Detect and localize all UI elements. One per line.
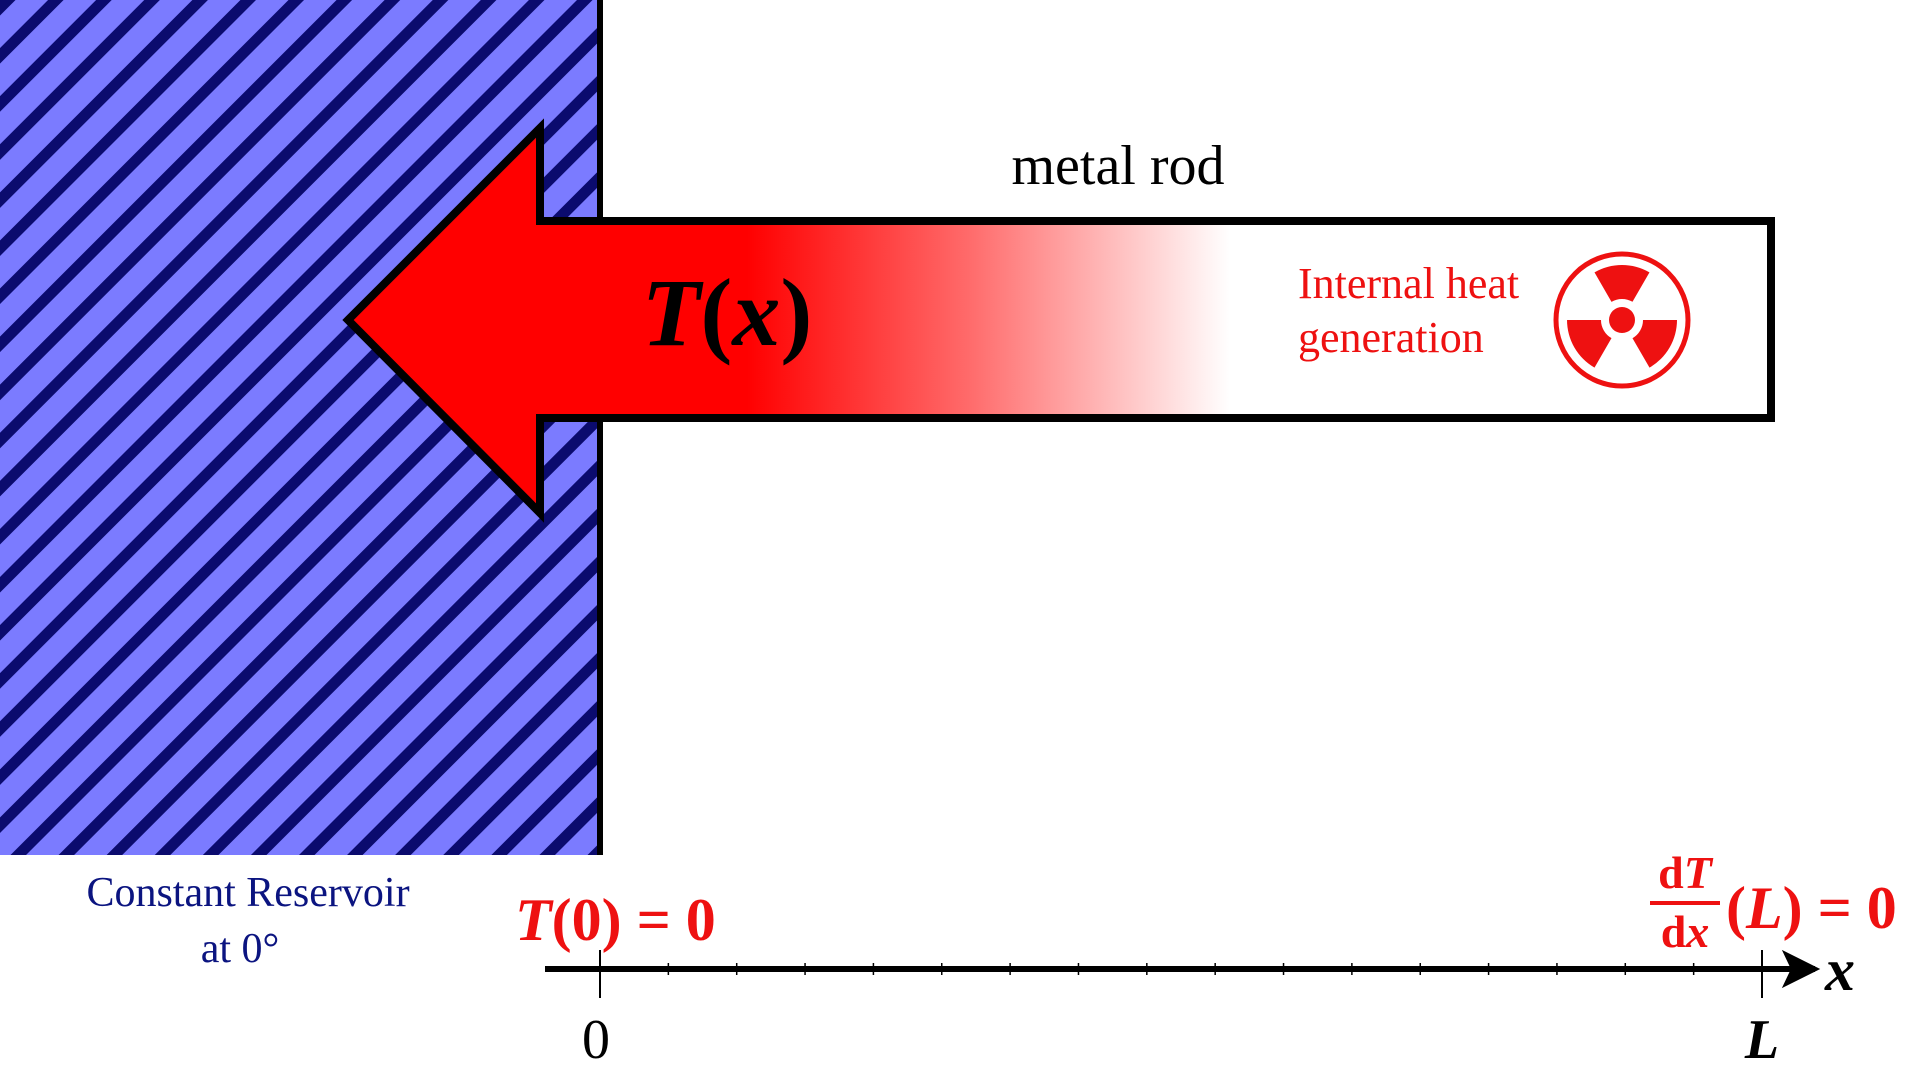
temperature-label-x: x <box>730 259 780 366</box>
heat-source-line1: Internal heat <box>1298 259 1519 308</box>
radiation-icon <box>1553 251 1691 389</box>
boundary-right-rest: (L) = 0 <box>1726 875 1897 941</box>
boundary-right-den-d: d <box>1661 906 1687 957</box>
x-axis-variable: x <box>1824 937 1855 1003</box>
metal-rod-arrow <box>342 118 1775 523</box>
tick-label-L: L <box>1744 1009 1779 1071</box>
boundary-left-T: T <box>515 887 554 953</box>
boundary-right-denominator: dx <box>1661 906 1710 957</box>
boundary-right-open: ( <box>1726 875 1746 941</box>
x-axis: x 0 L <box>545 937 1855 1071</box>
temperature-label-close: ) <box>780 259 812 366</box>
boundary-right-L: L <box>1745 875 1783 941</box>
boundary-right-num-T: T <box>1684 847 1714 898</box>
reservoir-caption-line2: at 0° <box>201 926 280 972</box>
boundary-right-condition: dT dx (L) = 0 <box>1650 847 1897 957</box>
temperature-label-T: T <box>642 259 704 366</box>
temperature-label-open: ( <box>700 259 732 366</box>
boundary-left-condition: T(0) = 0 <box>515 887 716 953</box>
reservoir-caption-line1: Constant Reservoir <box>86 870 409 916</box>
boundary-right-num-d: d <box>1658 847 1684 898</box>
heat-source-line2: generation <box>1298 313 1484 362</box>
boundary-right-den-x: x <box>1685 906 1709 957</box>
temperature-label: T(x) <box>642 259 813 366</box>
tick-label-0: 0 <box>582 1009 610 1071</box>
x-axis-arrowhead <box>1781 949 1821 989</box>
rod-label: metal rod <box>1011 135 1224 197</box>
boundary-right-numerator: dT <box>1658 847 1714 898</box>
boundary-left-rest: (0) = 0 <box>552 887 716 953</box>
minor-ticks <box>667 963 1695 975</box>
boundary-right-tail: ) = 0 <box>1783 875 1897 941</box>
